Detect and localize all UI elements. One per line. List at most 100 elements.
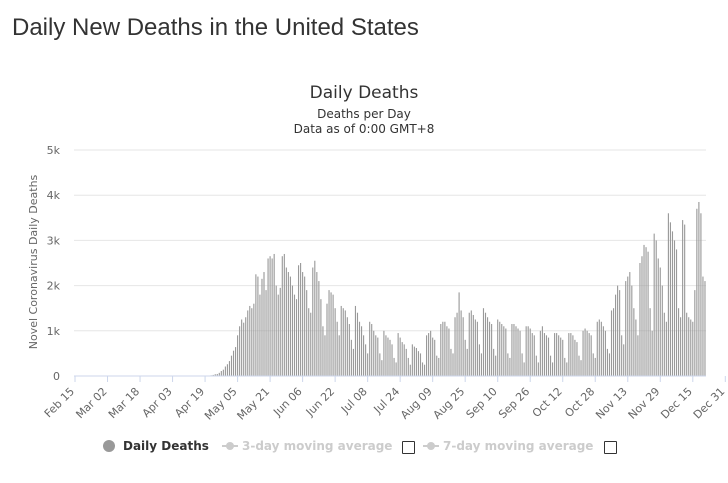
bar[interactable]	[411, 344, 413, 376]
bar[interactable]	[470, 310, 472, 376]
bar[interactable]	[253, 303, 255, 376]
bar[interactable]	[448, 328, 450, 376]
bar[interactable]	[564, 357, 566, 376]
bar[interactable]	[673, 240, 676, 376]
bar[interactable]	[556, 333, 558, 376]
bar[interactable]	[647, 251, 649, 376]
bar[interactable]	[251, 308, 253, 376]
bar[interactable]	[527, 326, 529, 376]
bar[interactable]	[547, 337, 550, 376]
bar[interactable]	[682, 220, 684, 376]
bar[interactable]	[216, 373, 218, 376]
bar[interactable]	[212, 374, 214, 376]
bar[interactable]	[306, 290, 308, 376]
bar[interactable]	[521, 353, 523, 376]
legend-item-7-day-average[interactable]: 7-day moving average	[423, 436, 593, 456]
bar[interactable]	[686, 312, 688, 376]
bar[interactable]	[456, 312, 458, 376]
bar[interactable]	[330, 292, 332, 376]
bar[interactable]	[375, 335, 377, 376]
bar[interactable]	[218, 372, 220, 376]
bar[interactable]	[659, 267, 661, 376]
bar[interactable]	[653, 233, 655, 376]
bar[interactable]	[287, 272, 289, 376]
bar[interactable]	[633, 308, 635, 376]
bar[interactable]	[641, 256, 643, 376]
bar[interactable]	[541, 326, 543, 376]
bar[interactable]	[637, 335, 639, 376]
bar[interactable]	[476, 321, 478, 376]
bar[interactable]	[310, 312, 312, 376]
bar[interactable]	[696, 208, 698, 376]
bar[interactable]	[688, 317, 690, 376]
bar[interactable]	[385, 335, 387, 376]
bar[interactable]	[480, 353, 483, 376]
bar[interactable]	[513, 324, 515, 376]
bar[interactable]	[289, 276, 291, 376]
bar[interactable]	[468, 312, 470, 376]
bar[interactable]	[525, 326, 527, 376]
bar[interactable]	[401, 342, 403, 376]
bar[interactable]	[228, 361, 231, 376]
bar[interactable]	[312, 267, 314, 376]
bar[interactable]	[694, 290, 696, 376]
bar[interactable]	[220, 371, 222, 376]
bar[interactable]	[499, 321, 501, 376]
bar[interactable]	[700, 213, 702, 376]
bar[interactable]	[259, 294, 261, 376]
bar[interactable]	[574, 339, 576, 376]
bar[interactable]	[519, 330, 521, 376]
bar[interactable]	[283, 253, 285, 376]
bar[interactable]	[377, 337, 379, 376]
bar[interactable]	[350, 339, 352, 376]
bar[interactable]	[584, 328, 586, 376]
bar[interactable]	[391, 344, 393, 376]
bar[interactable]	[606, 348, 608, 376]
bar[interactable]	[446, 326, 448, 376]
bar[interactable]	[617, 285, 619, 376]
bar[interactable]	[285, 267, 287, 376]
bar[interactable]	[554, 333, 556, 376]
bar[interactable]	[332, 294, 334, 376]
bar[interactable]	[562, 339, 564, 376]
bar[interactable]	[651, 330, 653, 376]
bar[interactable]	[428, 333, 430, 376]
bar[interactable]	[669, 222, 671, 376]
bar[interactable]	[273, 253, 275, 376]
bar[interactable]	[279, 287, 281, 376]
bar[interactable]	[592, 353, 594, 376]
bar[interactable]	[635, 319, 637, 377]
bar[interactable]	[324, 335, 326, 376]
bar[interactable]	[505, 328, 507, 376]
bar[interactable]	[318, 281, 320, 376]
bar[interactable]	[486, 317, 489, 376]
bar[interactable]	[539, 330, 541, 376]
bar[interactable]	[430, 330, 432, 376]
bar[interactable]	[690, 319, 692, 377]
bar[interactable]	[291, 285, 294, 376]
checkbox-3-day-average[interactable]	[402, 441, 415, 454]
bar[interactable]	[267, 258, 269, 376]
bar[interactable]	[348, 324, 350, 376]
bar[interactable]	[608, 353, 611, 376]
bar[interactable]	[346, 317, 348, 376]
bar[interactable]	[523, 362, 525, 376]
bar[interactable]	[336, 321, 338, 376]
bar[interactable]	[395, 362, 397, 376]
bar[interactable]	[631, 285, 633, 376]
bar[interactable]	[501, 324, 503, 376]
bar[interactable]	[507, 353, 509, 376]
bar[interactable]	[214, 374, 216, 376]
bar[interactable]	[665, 321, 667, 376]
bar[interactable]	[454, 317, 456, 376]
bar[interactable]	[667, 213, 669, 376]
bar[interactable]	[684, 224, 686, 376]
bar[interactable]	[432, 337, 434, 376]
bar[interactable]	[421, 362, 424, 376]
bar[interactable]	[627, 276, 629, 376]
bar[interactable]	[389, 339, 391, 376]
bar[interactable]	[645, 247, 647, 376]
bar[interactable]	[413, 346, 415, 376]
bar[interactable]	[230, 355, 233, 376]
bar[interactable]	[379, 353, 381, 376]
